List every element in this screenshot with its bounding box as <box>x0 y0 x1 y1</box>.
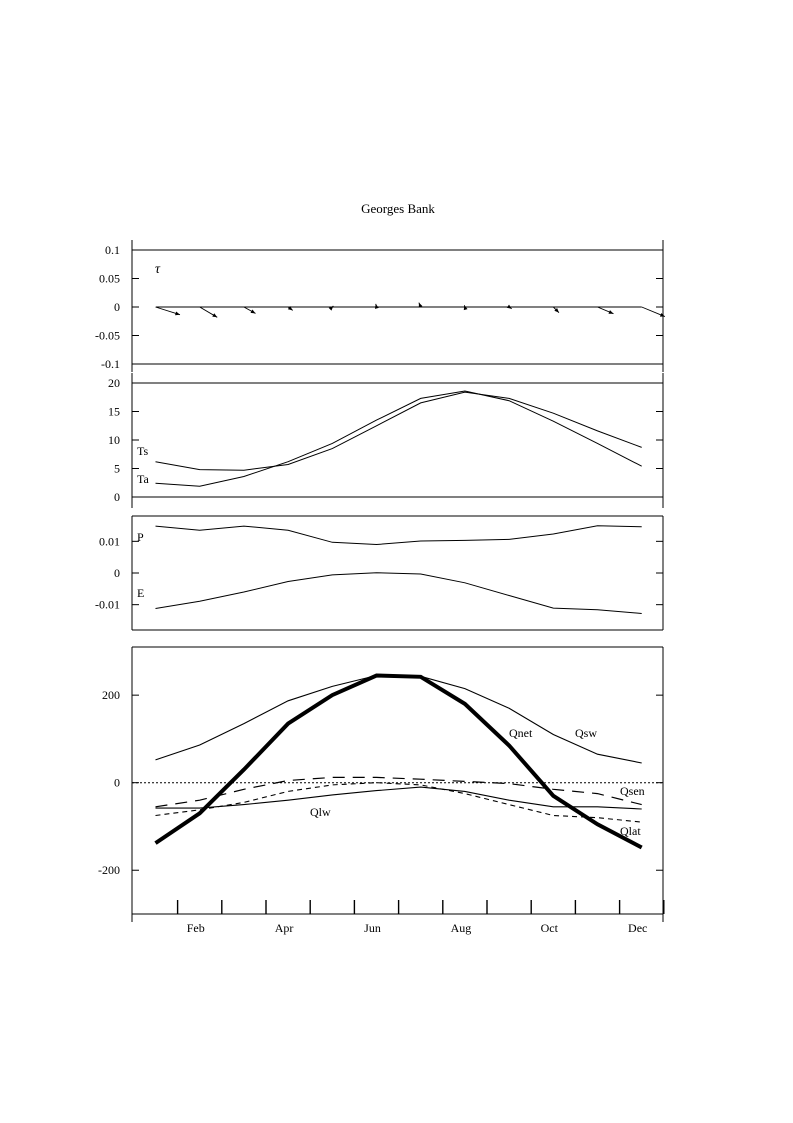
y-tick-label: 0 <box>114 300 120 314</box>
y-tick-label: 0 <box>114 776 120 790</box>
stress-arrow <box>374 303 379 309</box>
plot-area: 0.1 0.05 0 -0.05 -0.1 τ 20 15 10 5 0 Ts Ta 0.01 0 -0.01… <box>95 240 666 935</box>
stress-arrow <box>418 302 423 308</box>
series-label-P: P <box>137 530 144 544</box>
y-tick-label: 5 <box>114 462 120 476</box>
series-label-Qsw: Qsw <box>575 726 597 740</box>
stress-arrow <box>506 304 512 310</box>
x-tick-label: Oct <box>541 921 559 935</box>
y-ticks-heatflux: 200 0 -200 <box>98 688 663 877</box>
y-tick-label: 15 <box>108 405 120 419</box>
stress-arrow <box>641 306 666 317</box>
stress-arrow <box>155 306 181 316</box>
arrow-head <box>250 309 256 314</box>
stress-arrow <box>597 306 614 315</box>
y-tick-label: -200 <box>98 863 120 877</box>
y-tick-label: 20 <box>108 376 120 390</box>
y-tick-label: 10 <box>108 433 120 447</box>
arrow-head <box>418 302 423 308</box>
stress-arrow <box>463 305 468 311</box>
x-tick-label: Feb <box>187 921 205 935</box>
y-tick-label: 0 <box>114 566 120 580</box>
x-axis: Feb Apr Jun Aug Oct Dec <box>131 900 665 935</box>
tau-label: τ <box>155 262 161 277</box>
series-line-P <box>155 525 642 546</box>
stress-arrow <box>328 305 334 311</box>
y-ticks-stress: 0.1 0.05 0 -0.05 -0.1 <box>95 243 663 371</box>
x-tick-label: Apr <box>275 921 294 935</box>
arrow-head <box>374 303 379 309</box>
series-label-Qlw: Qlw <box>310 805 331 819</box>
series-label-Qlat: Qlat <box>620 824 641 838</box>
arrow-head <box>554 308 559 313</box>
stress-arrow <box>199 306 218 318</box>
arrow-head <box>175 311 180 316</box>
chart-title: Georges Bank <box>361 201 435 216</box>
series-label-E: E <box>137 586 144 600</box>
y-tick-label: -0.05 <box>95 329 120 343</box>
arrow-head <box>328 305 334 311</box>
series-line-Qsen <box>155 776 642 808</box>
series-label-Ts: Ts <box>137 444 148 458</box>
arrow-head <box>659 312 665 317</box>
arrow-head <box>212 313 218 318</box>
series-label-Qsen: Qsen <box>620 784 645 798</box>
series-line-Qnet <box>154 673 643 850</box>
arrow-head <box>463 305 468 311</box>
x-tick-label: Aug <box>451 921 472 935</box>
series-label-Ta: Ta <box>137 472 149 486</box>
series-line-Qlat <box>155 782 642 823</box>
x-tick-label: Dec <box>628 921 647 935</box>
heatflux-frame <box>131 647 664 914</box>
series-label-Qnet: Qnet <box>509 726 533 740</box>
y-ticks-temperature: 20 15 10 5 0 <box>108 376 663 504</box>
temperature-frame <box>131 373 664 508</box>
x-tick-label: Jun <box>364 921 381 935</box>
y-tick-label: -0.01 <box>95 598 120 612</box>
stress-arrow <box>552 306 560 313</box>
y-tick-label: 0 <box>114 490 120 504</box>
stress-arrow <box>287 306 294 311</box>
series-line-E <box>155 572 642 614</box>
stress-frame <box>131 240 664 372</box>
series-line-Qlw <box>155 786 642 810</box>
arrow-head <box>608 310 614 314</box>
series-line-Ts <box>155 391 642 471</box>
series-line-Qsw <box>155 674 642 764</box>
y-tick-label: 0.1 <box>105 243 120 257</box>
arrow-head <box>287 306 293 311</box>
y-ticks-freshwater: 0.01 0 -0.01 <box>95 534 663 612</box>
arrow-head <box>506 304 512 309</box>
y-tick-label: -0.1 <box>101 357 120 371</box>
series-line-Ta <box>155 390 642 487</box>
y-tick-label: 0.05 <box>99 272 120 286</box>
stress-arrow <box>243 306 256 314</box>
y-tick-label: 0.01 <box>99 534 120 548</box>
y-tick-label: 200 <box>102 688 120 702</box>
